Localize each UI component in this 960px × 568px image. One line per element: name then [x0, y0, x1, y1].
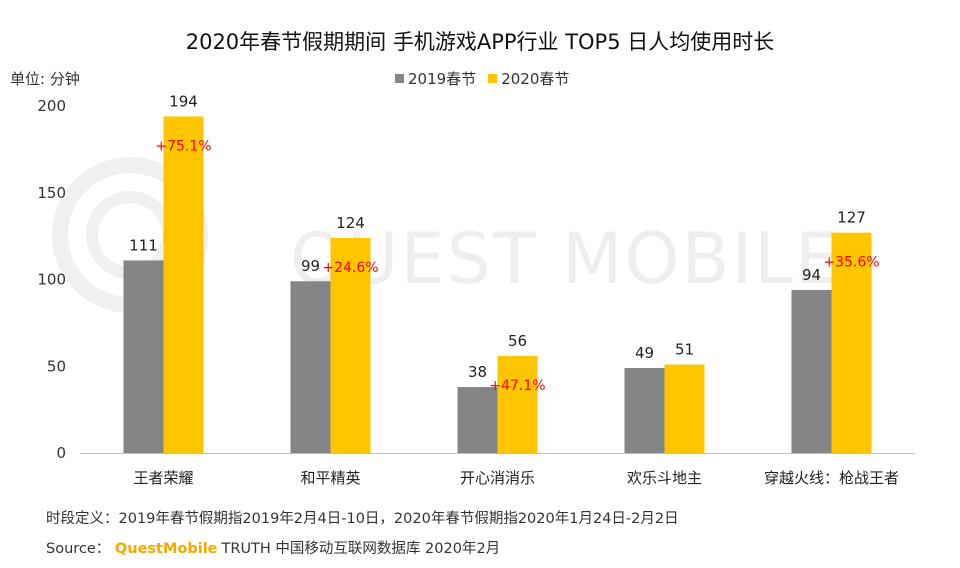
- x-category-label: 开心消消乐: [460, 469, 535, 487]
- source-line: Source： QuestMobile TRUTH 中国移动互联网数据库 2020…: [46, 537, 500, 558]
- legend-item-2019: 2019春节: [395, 68, 476, 89]
- legend-label-2020: 2020春节: [501, 70, 570, 88]
- growth-label: +47.1%: [489, 378, 545, 394]
- x-category-label: 穿越火线：枪战王者: [764, 469, 899, 487]
- legend: 2019春节 2020春节: [395, 68, 569, 89]
- y-tick-label: 150: [37, 184, 66, 202]
- value-label: 99: [301, 257, 320, 275]
- growth-label: +24.6%: [322, 260, 378, 276]
- bar-2020: [497, 355, 538, 453]
- bar-2019: [791, 289, 832, 453]
- bar-2019: [624, 367, 665, 453]
- legend-swatch-2019: [395, 74, 404, 83]
- source-brand: QuestMobile: [114, 541, 218, 557]
- bar-2020: [163, 116, 204, 453]
- legend-swatch-2020: [488, 74, 498, 83]
- bar-2020: [330, 237, 371, 453]
- x-category-label: 欢乐斗地主: [627, 469, 702, 487]
- value-label: 38: [468, 363, 487, 381]
- value-label: 56: [508, 332, 527, 350]
- value-label: 94: [802, 266, 821, 284]
- bar-2019: [290, 281, 331, 453]
- bar-2020: [664, 364, 705, 453]
- y-axis-unit-label: 单位: 分钟: [10, 70, 80, 88]
- growth-label: +75.1%: [155, 138, 211, 154]
- y-tick-label: 100: [37, 271, 66, 289]
- value-label: 194: [169, 92, 198, 110]
- x-category-label: 王者荣耀: [133, 469, 193, 487]
- value-label: 49: [635, 344, 654, 362]
- growth-label: +35.6%: [823, 255, 879, 271]
- source-prefix: Source：: [46, 541, 111, 557]
- value-label: 111: [129, 236, 158, 254]
- x-category-label: 和平精英: [300, 469, 360, 487]
- chart-title: 2020年春节假期期间 手机游戏APP行业 TOP5 日人均使用时长: [185, 30, 775, 54]
- source-text: TRUTH 中国移动互联网数据库 2020年2月: [221, 541, 501, 557]
- bar-2020: [831, 232, 872, 453]
- value-label: 124: [336, 214, 365, 232]
- footnote: 时段定义：2019年春节假期指2019年2月4日-10日，2020年春节假期指2…: [46, 511, 679, 527]
- legend-item-2020: 2020春节: [488, 68, 569, 89]
- bar-2019: [457, 387, 498, 453]
- bar-chart: QUEST MOBILE 0 50 100 150 200 王者荣耀 111 194 +75.…: [37, 92, 915, 487]
- value-label: 127: [837, 209, 866, 227]
- y-tick-label: 200: [37, 97, 66, 115]
- y-tick-label: 50: [47, 357, 66, 375]
- bar-2019: [123, 260, 164, 453]
- y-tick-label: 0: [56, 444, 66, 462]
- watermark-text: QUEST MOBILE: [290, 218, 841, 300]
- legend-label-2019: 2019春节: [408, 70, 477, 88]
- value-label: 51: [675, 341, 694, 359]
